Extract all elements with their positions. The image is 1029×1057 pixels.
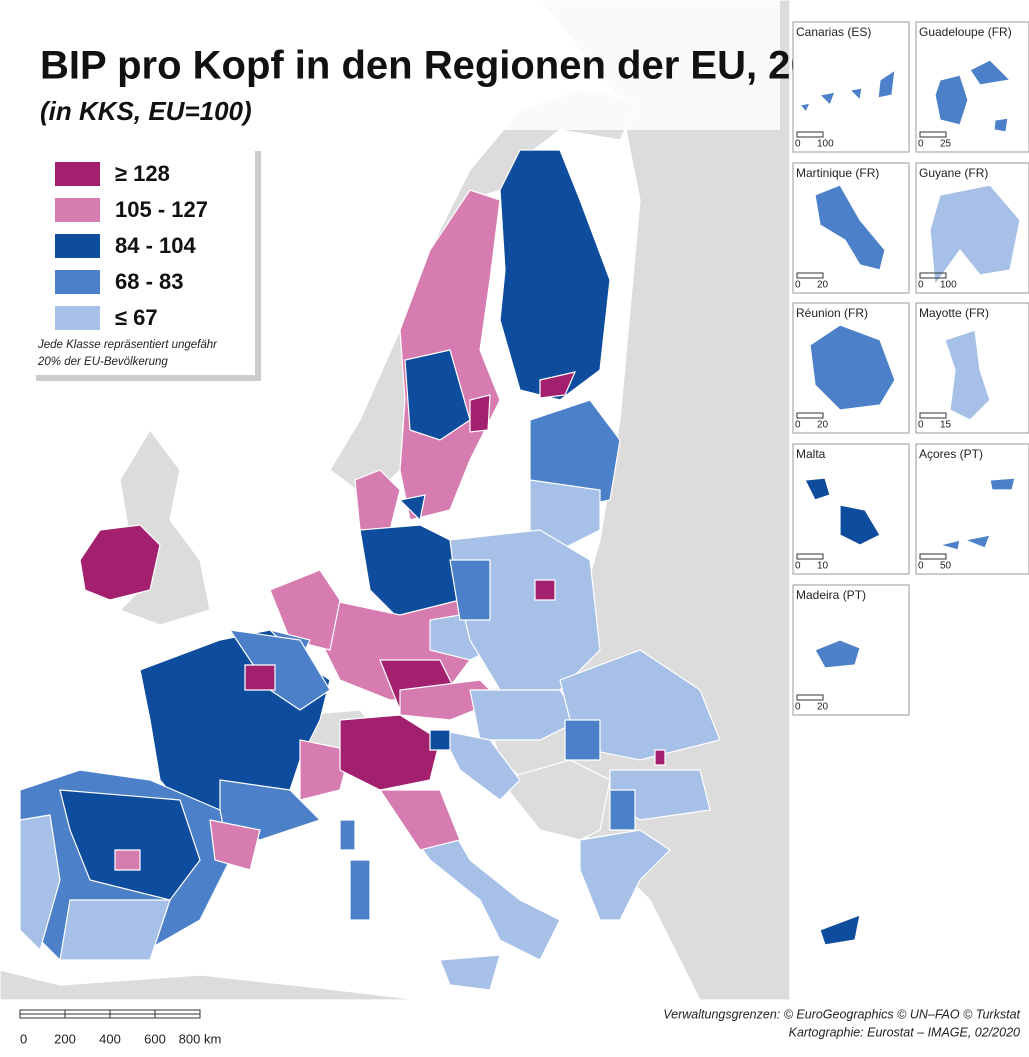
- region: [500, 150, 610, 400]
- region: [990, 478, 1015, 490]
- scale-label: 400: [99, 1031, 121, 1046]
- inset-scale-label: 50: [940, 561, 952, 572]
- region: [610, 790, 635, 830]
- legend-note: 20% der EU-Bevölkerung: [37, 356, 168, 368]
- region: [380, 790, 460, 850]
- region: [440, 955, 500, 990]
- inset-label: Malta: [796, 447, 826, 461]
- region: [470, 395, 490, 432]
- inset-scale-label: 25: [940, 139, 952, 150]
- inset-label: Madeira (PT): [796, 588, 866, 602]
- inset-scale-label: 0: [795, 139, 801, 150]
- inset-scale-label: 15: [940, 420, 952, 431]
- scale-label: 600: [144, 1031, 166, 1046]
- credit: Verwaltungsgrenzen: © EuroGeographics © …: [663, 1007, 1020, 1021]
- inset-scale-label: 0: [918, 420, 924, 431]
- inset-scale-label: 20: [817, 280, 829, 291]
- region: [994, 118, 1008, 132]
- inset-scale-label: 0: [795, 420, 801, 431]
- subtitle: (in KKS, EU=100): [40, 96, 252, 126]
- legend-label: 68 - 83: [115, 269, 184, 294]
- scale-bar: [20, 1010, 200, 1018]
- region: [115, 850, 140, 870]
- inset-scale-label: 0: [795, 280, 801, 291]
- inset-scale-label: 0: [918, 561, 924, 572]
- inset-label: Réunion (FR): [796, 306, 868, 320]
- region: [565, 720, 600, 760]
- region: [430, 730, 450, 750]
- inset-label: Mayotte (FR): [919, 306, 989, 320]
- legend-swatch: [55, 234, 100, 258]
- inset-scale-label: 0: [918, 139, 924, 150]
- inset-scale-label: 0: [795, 702, 801, 713]
- legend-note: Jede Klasse repräsentiert ungefähr: [37, 339, 218, 351]
- inset-label: Guadeloupe (FR): [919, 25, 1012, 39]
- insets: Canarias (ES) Guadeloupe (FR) Martinique…: [793, 22, 1029, 715]
- legend-swatch: [55, 198, 100, 222]
- scale-labels: 0 200 400 600 800 km: [20, 1031, 221, 1046]
- region: [355, 470, 400, 530]
- inset-label: Guyane (FR): [919, 166, 988, 180]
- region: [245, 665, 275, 690]
- inset-scale-label: 20: [817, 420, 829, 431]
- legend-swatch: [55, 306, 100, 330]
- inset-label: Canarias (ES): [796, 25, 871, 39]
- scale-label: 200: [54, 1031, 76, 1046]
- scale-label: 800 km: [179, 1031, 222, 1046]
- legend-label: 84 - 104: [115, 233, 196, 258]
- legend-label: ≤ 67: [115, 305, 158, 330]
- inset-scale-label: 100: [817, 139, 834, 150]
- region: [350, 860, 370, 920]
- scale-label: 0: [20, 1031, 27, 1046]
- region: [820, 915, 860, 945]
- region: [340, 820, 355, 850]
- inset-scale-label: 0: [918, 280, 924, 291]
- inset-scale-label: 10: [817, 561, 829, 572]
- credit: Kartographie: Eurostat – IMAGE, 02/2020: [789, 1025, 1020, 1039]
- title: BIP pro Kopf in den Regionen der EU, 201…: [40, 44, 857, 88]
- inset-label: Açores (PT): [919, 447, 983, 461]
- legend-label: ≥ 128: [115, 161, 170, 186]
- inset-label: Martinique (FR): [796, 166, 879, 180]
- map: BIP pro Kopf in den Regionen der EU, 201…: [0, 0, 1029, 1052]
- region: [60, 900, 170, 960]
- region: [80, 525, 160, 600]
- inset-scale-label: 20: [817, 702, 829, 713]
- region: [655, 750, 665, 765]
- legend-label: 105 - 127: [115, 197, 208, 222]
- inset-scale-label: 0: [795, 561, 801, 572]
- legend-swatch: [55, 162, 100, 186]
- inset-scale-label: 100: [940, 280, 957, 291]
- region: [340, 715, 440, 790]
- region: [535, 580, 555, 600]
- legend-swatch: [55, 270, 100, 294]
